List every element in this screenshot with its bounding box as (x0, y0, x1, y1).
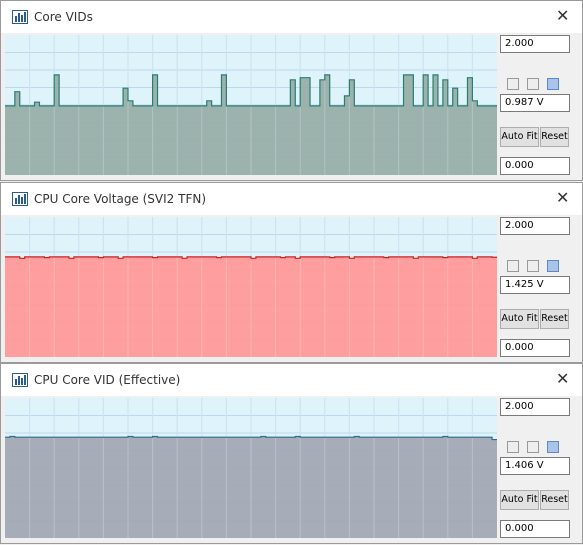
icon-bar (21, 15, 23, 22)
checkbox[interactable] (527, 260, 539, 272)
title-bar: CPU Core Voltage (SVI2 TFN) ✕ (1, 183, 582, 215)
checkbox[interactable] (507, 260, 519, 272)
title-bar: CPU Core VID (Effective) ✕ (1, 364, 582, 396)
icon-bar (18, 13, 20, 22)
min-value: 0.000 (500, 520, 570, 538)
current-value: 1.406 V (500, 457, 570, 475)
min-value: 0.000 (500, 157, 570, 175)
min-value: 0.000 (500, 339, 570, 357)
graph-line (5, 435, 497, 441)
graph-area (5, 436, 497, 538)
max-value: 2.000 (500, 35, 570, 53)
window-title: CPU Core VID (Effective) (34, 373, 181, 387)
auto-fit-button[interactable]: Auto Fit (500, 490, 539, 510)
icon-bar (21, 197, 23, 204)
reset-button[interactable]: Reset (540, 309, 569, 329)
close-button[interactable]: ✕ (556, 188, 570, 207)
icon-bar (24, 375, 26, 385)
window-icon (12, 192, 28, 206)
checkbox[interactable] (527, 78, 539, 90)
graph (5, 217, 497, 357)
window-title: CPU Core Voltage (SVI2 TFN) (34, 192, 207, 206)
auto-fit-button[interactable]: Auto Fit (500, 127, 539, 147)
sensor-window: Core VIDs ✕ 2.000 0.987 V Auto Fit Reset 0.000 (0, 0, 583, 181)
reset-button[interactable]: Reset (540, 127, 569, 147)
close-button[interactable]: ✕ (556, 6, 570, 25)
reset-button[interactable]: Reset (540, 490, 569, 510)
window-icon (12, 373, 28, 387)
icon-bar (24, 12, 26, 22)
window-icon (12, 10, 28, 24)
icon-bar (18, 376, 20, 385)
checkbox[interactable] (547, 260, 559, 272)
checkbox[interactable] (507, 78, 519, 90)
icon-bar (24, 194, 26, 204)
checkbox[interactable] (547, 441, 559, 453)
max-value: 2.000 (500, 398, 570, 416)
max-value: 2.000 (500, 217, 570, 235)
icon-bar (15, 198, 17, 204)
auto-fit-button[interactable]: Auto Fit (500, 309, 539, 329)
graph-area (5, 256, 497, 357)
icon-bar (15, 16, 17, 22)
current-value: 1.425 V (500, 276, 570, 294)
title-bar: Core VIDs ✕ (1, 1, 582, 33)
icon-bar (21, 378, 23, 385)
current-value: 0.987 V (500, 94, 570, 112)
graph-line (5, 74, 497, 107)
window-title: Core VIDs (34, 10, 93, 24)
icon-bar (18, 195, 20, 204)
close-button[interactable]: ✕ (556, 369, 570, 388)
checkbox[interactable] (547, 78, 559, 90)
graph (5, 35, 497, 175)
graph (5, 398, 497, 538)
icon-bar (15, 379, 17, 385)
sensor-window: CPU Core Voltage (SVI2 TFN) ✕ 2.000 1.425 V… (0, 182, 583, 363)
checkbox[interactable] (527, 441, 539, 453)
sensor-window: CPU Core VID (Effective) ✕ 2.000 1.406 V Aut… (0, 363, 583, 544)
checkbox[interactable] (507, 441, 519, 453)
graph-line (5, 256, 497, 259)
